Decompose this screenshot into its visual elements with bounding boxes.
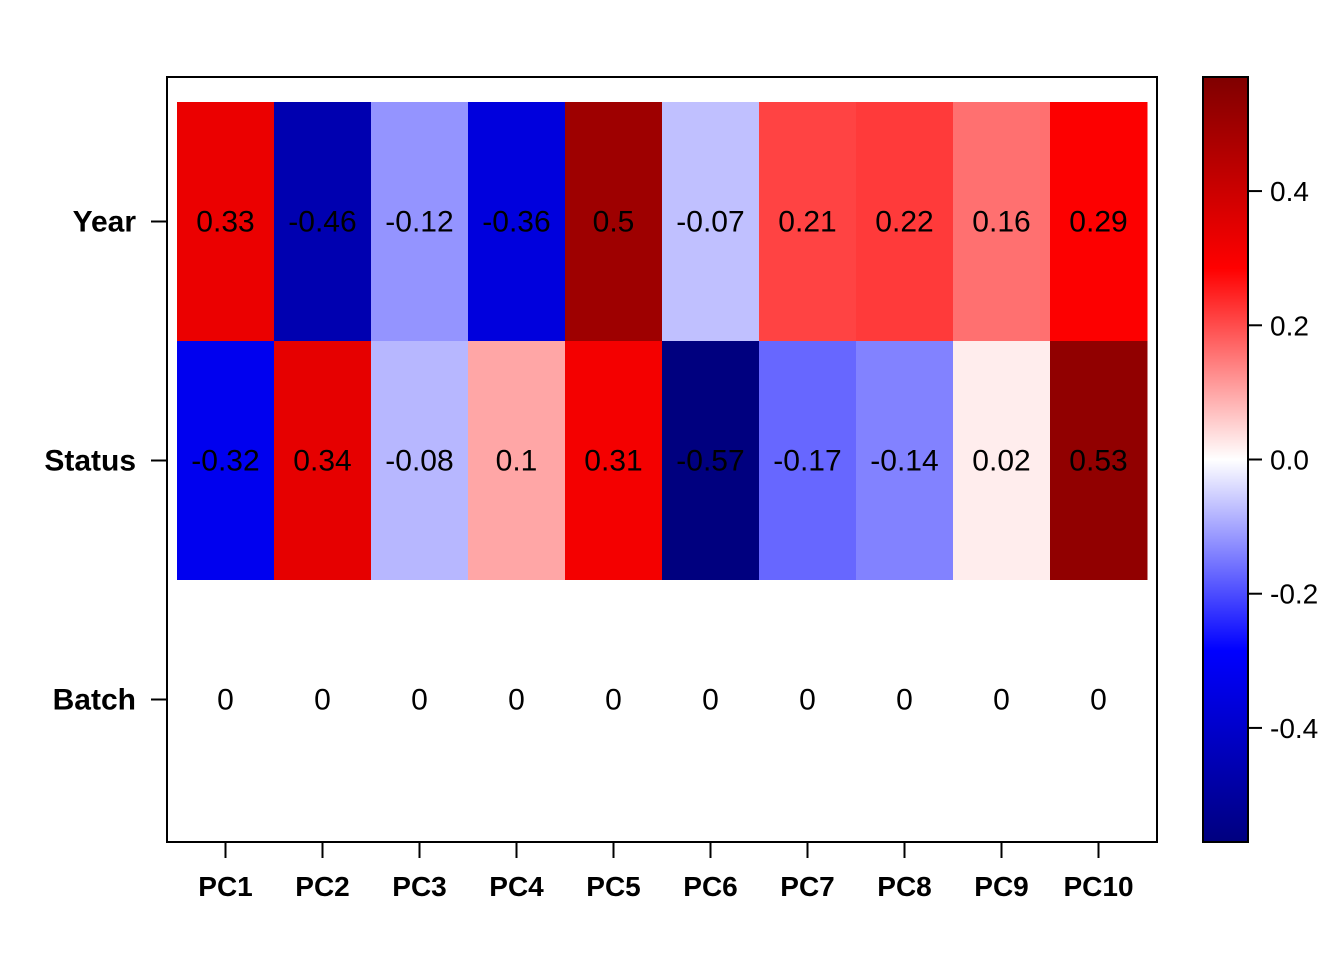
cell-value-label: -0.07 — [676, 206, 744, 239]
heatmap-cell — [565, 102, 663, 342]
heatmap-cell — [856, 102, 954, 342]
heatmap-cell — [274, 341, 372, 581]
cell-value-label: -0.17 — [773, 445, 841, 478]
cell-value-label: 0 — [508, 684, 525, 717]
colorbar: 0.4 0.2 0.0 -0.2 -0.4 — [1202, 76, 1318, 843]
cell-value-label: 0.22 — [875, 206, 933, 239]
heatmap-cell — [274, 580, 372, 820]
heatmap-cell — [759, 341, 857, 581]
heatmap-cell — [759, 580, 857, 820]
colorbar-tick-label: -0.2 — [1270, 579, 1318, 610]
heatmap-cells: 0.33 -0.46 -0.12 -0.36 0.5 -0.07 0.21 0.22 0.16 0… — [177, 102, 1148, 820]
cell-value-label: 0.34 — [293, 445, 351, 478]
cell-value-label: -0.08 — [385, 445, 453, 478]
column-label: PC7 — [780, 871, 834, 902]
heatmap-cell — [371, 580, 469, 820]
heatmap-cell — [1050, 341, 1148, 581]
cell-value-label: 0 — [217, 684, 234, 717]
column-label: PC6 — [683, 871, 737, 902]
heatmap-cell — [856, 580, 954, 820]
heatmap-cell — [177, 580, 275, 820]
cell-value-label: 0.53 — [1069, 445, 1127, 478]
cell-value-label: 0.21 — [778, 206, 836, 239]
cell-value-label: 0 — [702, 684, 719, 717]
heatmap-cell — [274, 102, 372, 342]
cell-value-label: 0.33 — [196, 206, 254, 239]
cell-value-label: -0.32 — [191, 445, 259, 478]
column-label: PC8 — [877, 871, 931, 902]
colorbar-ticks: 0.4 0.2 0.0 -0.2 -0.4 — [1248, 176, 1318, 744]
cell-value-label: -0.57 — [676, 445, 744, 478]
cell-value-label: 0 — [605, 684, 622, 717]
heatmap-cell — [953, 102, 1051, 342]
cell-value-label: -0.36 — [482, 206, 550, 239]
heatmap-cell — [662, 341, 760, 581]
column-label: PC10 — [1063, 871, 1133, 902]
cell-value-label: -0.14 — [870, 445, 938, 478]
heatmap-cell — [468, 341, 566, 581]
cell-value-label: 0 — [314, 684, 331, 717]
cell-value-label: 0.31 — [584, 445, 642, 478]
column-label: PC1 — [198, 871, 252, 902]
cell-value-label: 0.29 — [1069, 206, 1127, 239]
cell-value-label: 0.1 — [496, 445, 538, 478]
column-label: PC9 — [974, 871, 1028, 902]
heatmap-cell — [371, 341, 469, 581]
heatmap-cell — [1050, 102, 1148, 342]
row-label: Year — [73, 206, 137, 239]
heatmap-cell — [468, 102, 566, 342]
column-label: PC5 — [586, 871, 640, 902]
heatmap-cell — [177, 102, 275, 342]
heatmap-cell — [662, 580, 760, 820]
cell-value-label: 0 — [993, 684, 1010, 717]
row-axis: Year Status Batch — [44, 206, 167, 717]
cell-value-label: 0 — [799, 684, 816, 717]
cell-value-label: -0.12 — [385, 206, 453, 239]
column-label: PC4 — [489, 871, 544, 902]
heatmap-cell — [468, 580, 566, 820]
heatmap-cell — [565, 341, 663, 581]
cell-value-label: 0 — [1090, 684, 1107, 717]
heatmap-cell — [371, 102, 469, 342]
column-label: PC2 — [295, 871, 349, 902]
heatmap-cell — [759, 102, 857, 342]
cell-value-label: 0.5 — [593, 206, 635, 239]
colorbar-tick-label: 0.0 — [1270, 445, 1309, 476]
heatmap-cell — [856, 341, 954, 581]
heatmap-cell — [953, 580, 1051, 820]
cell-value-label: 0.16 — [972, 206, 1030, 239]
colorbar-tick-label: 0.2 — [1270, 310, 1309, 341]
row-label: Batch — [53, 684, 136, 717]
colorbar-tick-label: 0.4 — [1270, 176, 1309, 207]
heatmap-cell — [565, 580, 663, 820]
row-label: Status — [44, 445, 136, 478]
heatmap-cell — [177, 341, 275, 581]
column-axis: PC1 PC2 PC3 PC4 PC5 PC6 PC7 PC8 PC9 PC10 — [198, 842, 1134, 902]
heatmap-cell — [953, 341, 1051, 581]
cell-value-label: -0.46 — [288, 206, 356, 239]
cell-value-label: 0 — [896, 684, 913, 717]
heatmap-cell — [662, 102, 760, 342]
cell-value-label: 0.02 — [972, 445, 1030, 478]
heatmap-cell — [1050, 580, 1148, 820]
colorbar-gradient — [1202, 76, 1249, 843]
cell-value-label: 0 — [411, 684, 428, 717]
colorbar-tick-label: -0.4 — [1270, 713, 1318, 744]
column-label: PC3 — [392, 871, 446, 902]
